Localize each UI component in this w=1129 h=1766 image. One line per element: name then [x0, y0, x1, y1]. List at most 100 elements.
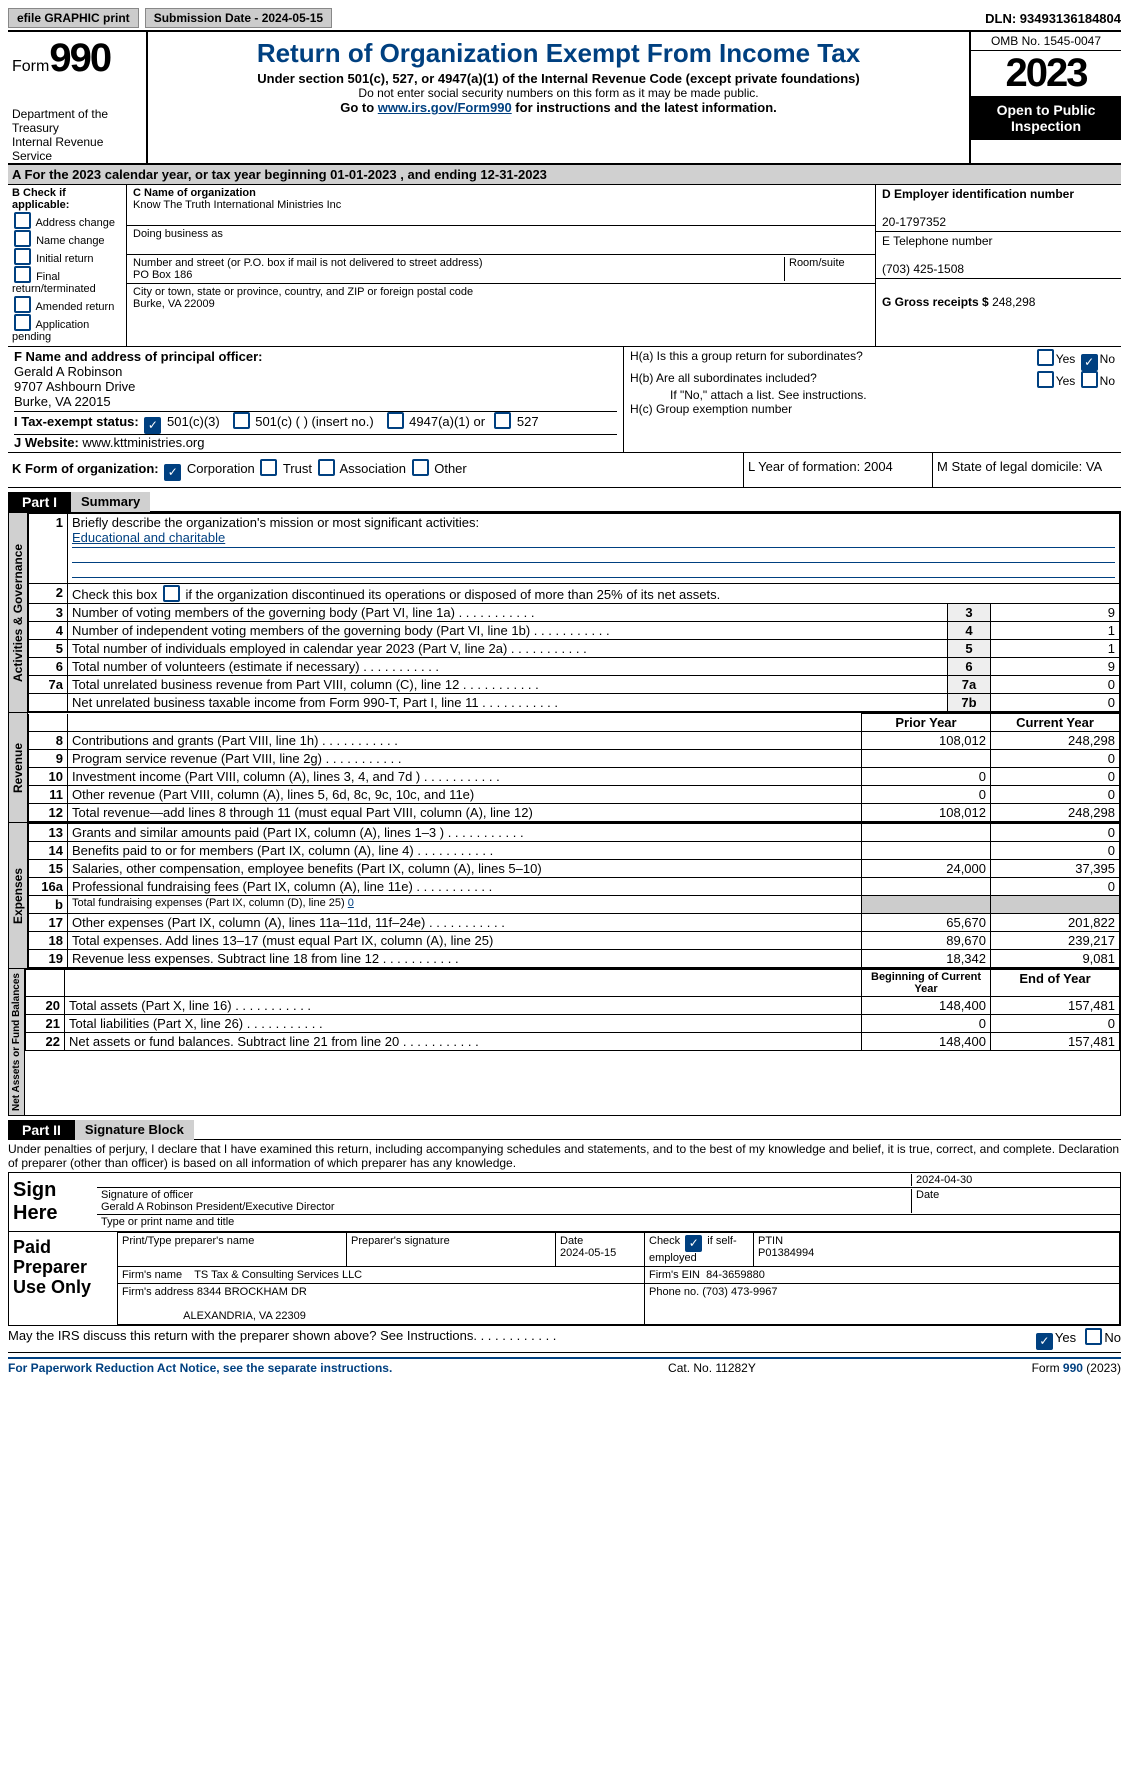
vlabel-exp: Expenses [9, 823, 28, 968]
l17: Other expenses (Part IX, column (A), lin… [72, 915, 425, 930]
hb-yes-lbl: Yes [1056, 374, 1076, 388]
prep-date: 2024-05-15 [560, 1247, 616, 1259]
form-number: 990 [49, 36, 110, 80]
chk-4947[interactable] [387, 412, 404, 429]
chk-corp[interactable] [164, 464, 181, 481]
lbl-other: Other [434, 461, 467, 476]
discuss: May the IRS discuss this return with the… [8, 1328, 477, 1343]
f-lbl: F Name and address of principal officer: [14, 349, 263, 364]
website-lbl: J Website: [14, 435, 79, 450]
form-header: Form990 Department of the Treasury Inter… [8, 32, 1121, 165]
c10: 0 [991, 768, 1120, 786]
instructions-line: Go to www.irs.gov/Form990 for instructio… [152, 100, 965, 115]
ha: H(a) Is this a group return for subordin… [630, 349, 1035, 371]
page-footer: For Paperwork Reduction Act Notice, see … [8, 1357, 1121, 1375]
open-to-public: Open to Public Inspection [971, 96, 1121, 140]
v5: 1 [991, 640, 1120, 658]
city-lbl: City or town, state or province, country… [133, 286, 473, 298]
p12: 108,012 [862, 804, 991, 822]
ha-yes[interactable] [1037, 349, 1054, 366]
c13: 0 [991, 824, 1120, 842]
dln: DLN: 93493136184804 [985, 11, 1121, 26]
chk-pending[interactable] [14, 314, 31, 331]
subtitle: Under section 501(c), 527, or 4947(a)(1)… [152, 71, 965, 86]
lbl-501c3: 501(c)(3) [167, 414, 220, 429]
ha-yes-lbl: Yes [1056, 352, 1076, 366]
form-title: Return of Organization Exempt From Incom… [152, 38, 965, 69]
firm-lbl: Firm's name [122, 1269, 182, 1281]
irs: Internal Revenue Service [12, 135, 142, 163]
chk-501c[interactable] [233, 412, 250, 429]
p22: 148,400 [862, 1033, 991, 1051]
box-c: C Name of organizationKnow The Truth Int… [127, 185, 876, 346]
chk-address[interactable] [14, 212, 31, 229]
chk-other[interactable] [412, 459, 429, 476]
k-lbl: K Form of organization: [12, 461, 159, 476]
ssn-note: Do not enter social security numbers on … [152, 86, 965, 100]
chk-name[interactable] [14, 230, 31, 247]
l7b: Net unrelated business taxable income fr… [72, 695, 479, 710]
chk-final[interactable] [14, 266, 31, 283]
chk-amended[interactable] [14, 296, 31, 313]
status-i: I Tax-exempt status: [14, 414, 139, 429]
p18: 89,670 [862, 932, 991, 950]
c-name-lbl: C Name of organization [133, 187, 256, 199]
chk-assoc[interactable] [318, 459, 335, 476]
fundraising-exp: 0 [348, 897, 354, 909]
p14 [862, 842, 991, 860]
type-lbl: Type or print name and title [97, 1215, 1120, 1229]
perjury: Under penalties of perjury, I declare th… [8, 1140, 1121, 1172]
chk-discontinued[interactable] [163, 585, 180, 602]
footer-left: For Paperwork Reduction Act Notice, see … [8, 1361, 392, 1375]
hb-no[interactable] [1081, 371, 1098, 388]
vlabel-net: Net Assets or Fund Balances [9, 969, 25, 1115]
l16a: Professional fundraising fees (Part IX, … [72, 879, 413, 894]
hb: H(b) Are all subordinates included? [630, 371, 1035, 388]
chk-527[interactable] [494, 412, 511, 429]
hdr-end: End of Year [991, 970, 1120, 997]
c8: 248,298 [991, 732, 1120, 750]
paid-preparer: Paid Preparer Use Only Print/Type prepar… [8, 1232, 1121, 1326]
firm-phone: (703) 473-9967 [702, 1286, 777, 1298]
phone: (703) 425-1508 [882, 262, 964, 276]
prep-h3: Date [560, 1235, 583, 1247]
box-m: M State of legal domicile: VA [932, 453, 1121, 487]
l7a: Total unrelated business revenue from Pa… [72, 677, 459, 692]
chk-501c3[interactable] [144, 417, 161, 434]
c22: 157,481 [991, 1033, 1120, 1051]
firm-phone-lbl: Phone no. [649, 1286, 699, 1298]
c14: 0 [991, 842, 1120, 860]
prep-h2: Preparer's signature [347, 1233, 556, 1267]
c20: 157,481 [991, 997, 1120, 1015]
chk-initial[interactable] [14, 248, 31, 265]
l20: Total assets (Part X, line 16) [69, 998, 232, 1013]
date-lbl: Date [911, 1189, 1116, 1213]
row-a-taxyear: A For the 2023 calendar year, or tax yea… [8, 165, 1121, 185]
prep-lbl: Paid Preparer Use Only [9, 1232, 117, 1325]
efile-button[interactable]: efile GRAPHIC print [8, 8, 139, 28]
discuss-no[interactable] [1085, 1328, 1102, 1345]
instructions-link[interactable]: www.irs.gov/Form990 [378, 100, 512, 115]
sign-date: 2024-04-30 [911, 1174, 1116, 1186]
top-bar: efile GRAPHIC print Submission Date - 20… [8, 8, 1121, 32]
ha-no-lbl: No [1100, 352, 1115, 366]
box-b: B Check if applicable: Address change Na… [8, 185, 127, 346]
c17: 201,822 [991, 914, 1120, 932]
l5: Total number of individuals employed in … [72, 641, 507, 656]
form-prefix: Form [12, 58, 49, 75]
l16b: Total fundraising expenses (Part IX, col… [72, 897, 348, 909]
hb-yes[interactable] [1037, 371, 1054, 388]
chk-trust[interactable] [260, 459, 277, 476]
discuss-no-lbl: No [1104, 1330, 1121, 1345]
dept: Department of the Treasury [12, 107, 142, 135]
website: www.kttministries.org [82, 435, 204, 450]
c12: 248,298 [991, 804, 1120, 822]
chk-selfemployed[interactable] [685, 1235, 702, 1252]
part2-num: Part II [8, 1120, 75, 1140]
submission-date: Submission Date - 2024-05-15 [145, 8, 332, 28]
discuss-yes[interactable] [1036, 1333, 1053, 1350]
v3: 9 [991, 604, 1120, 622]
ha-no[interactable] [1081, 354, 1098, 371]
dba-lbl: Doing business as [133, 228, 223, 240]
l21: Total liabilities (Part X, line 26) [69, 1016, 243, 1031]
